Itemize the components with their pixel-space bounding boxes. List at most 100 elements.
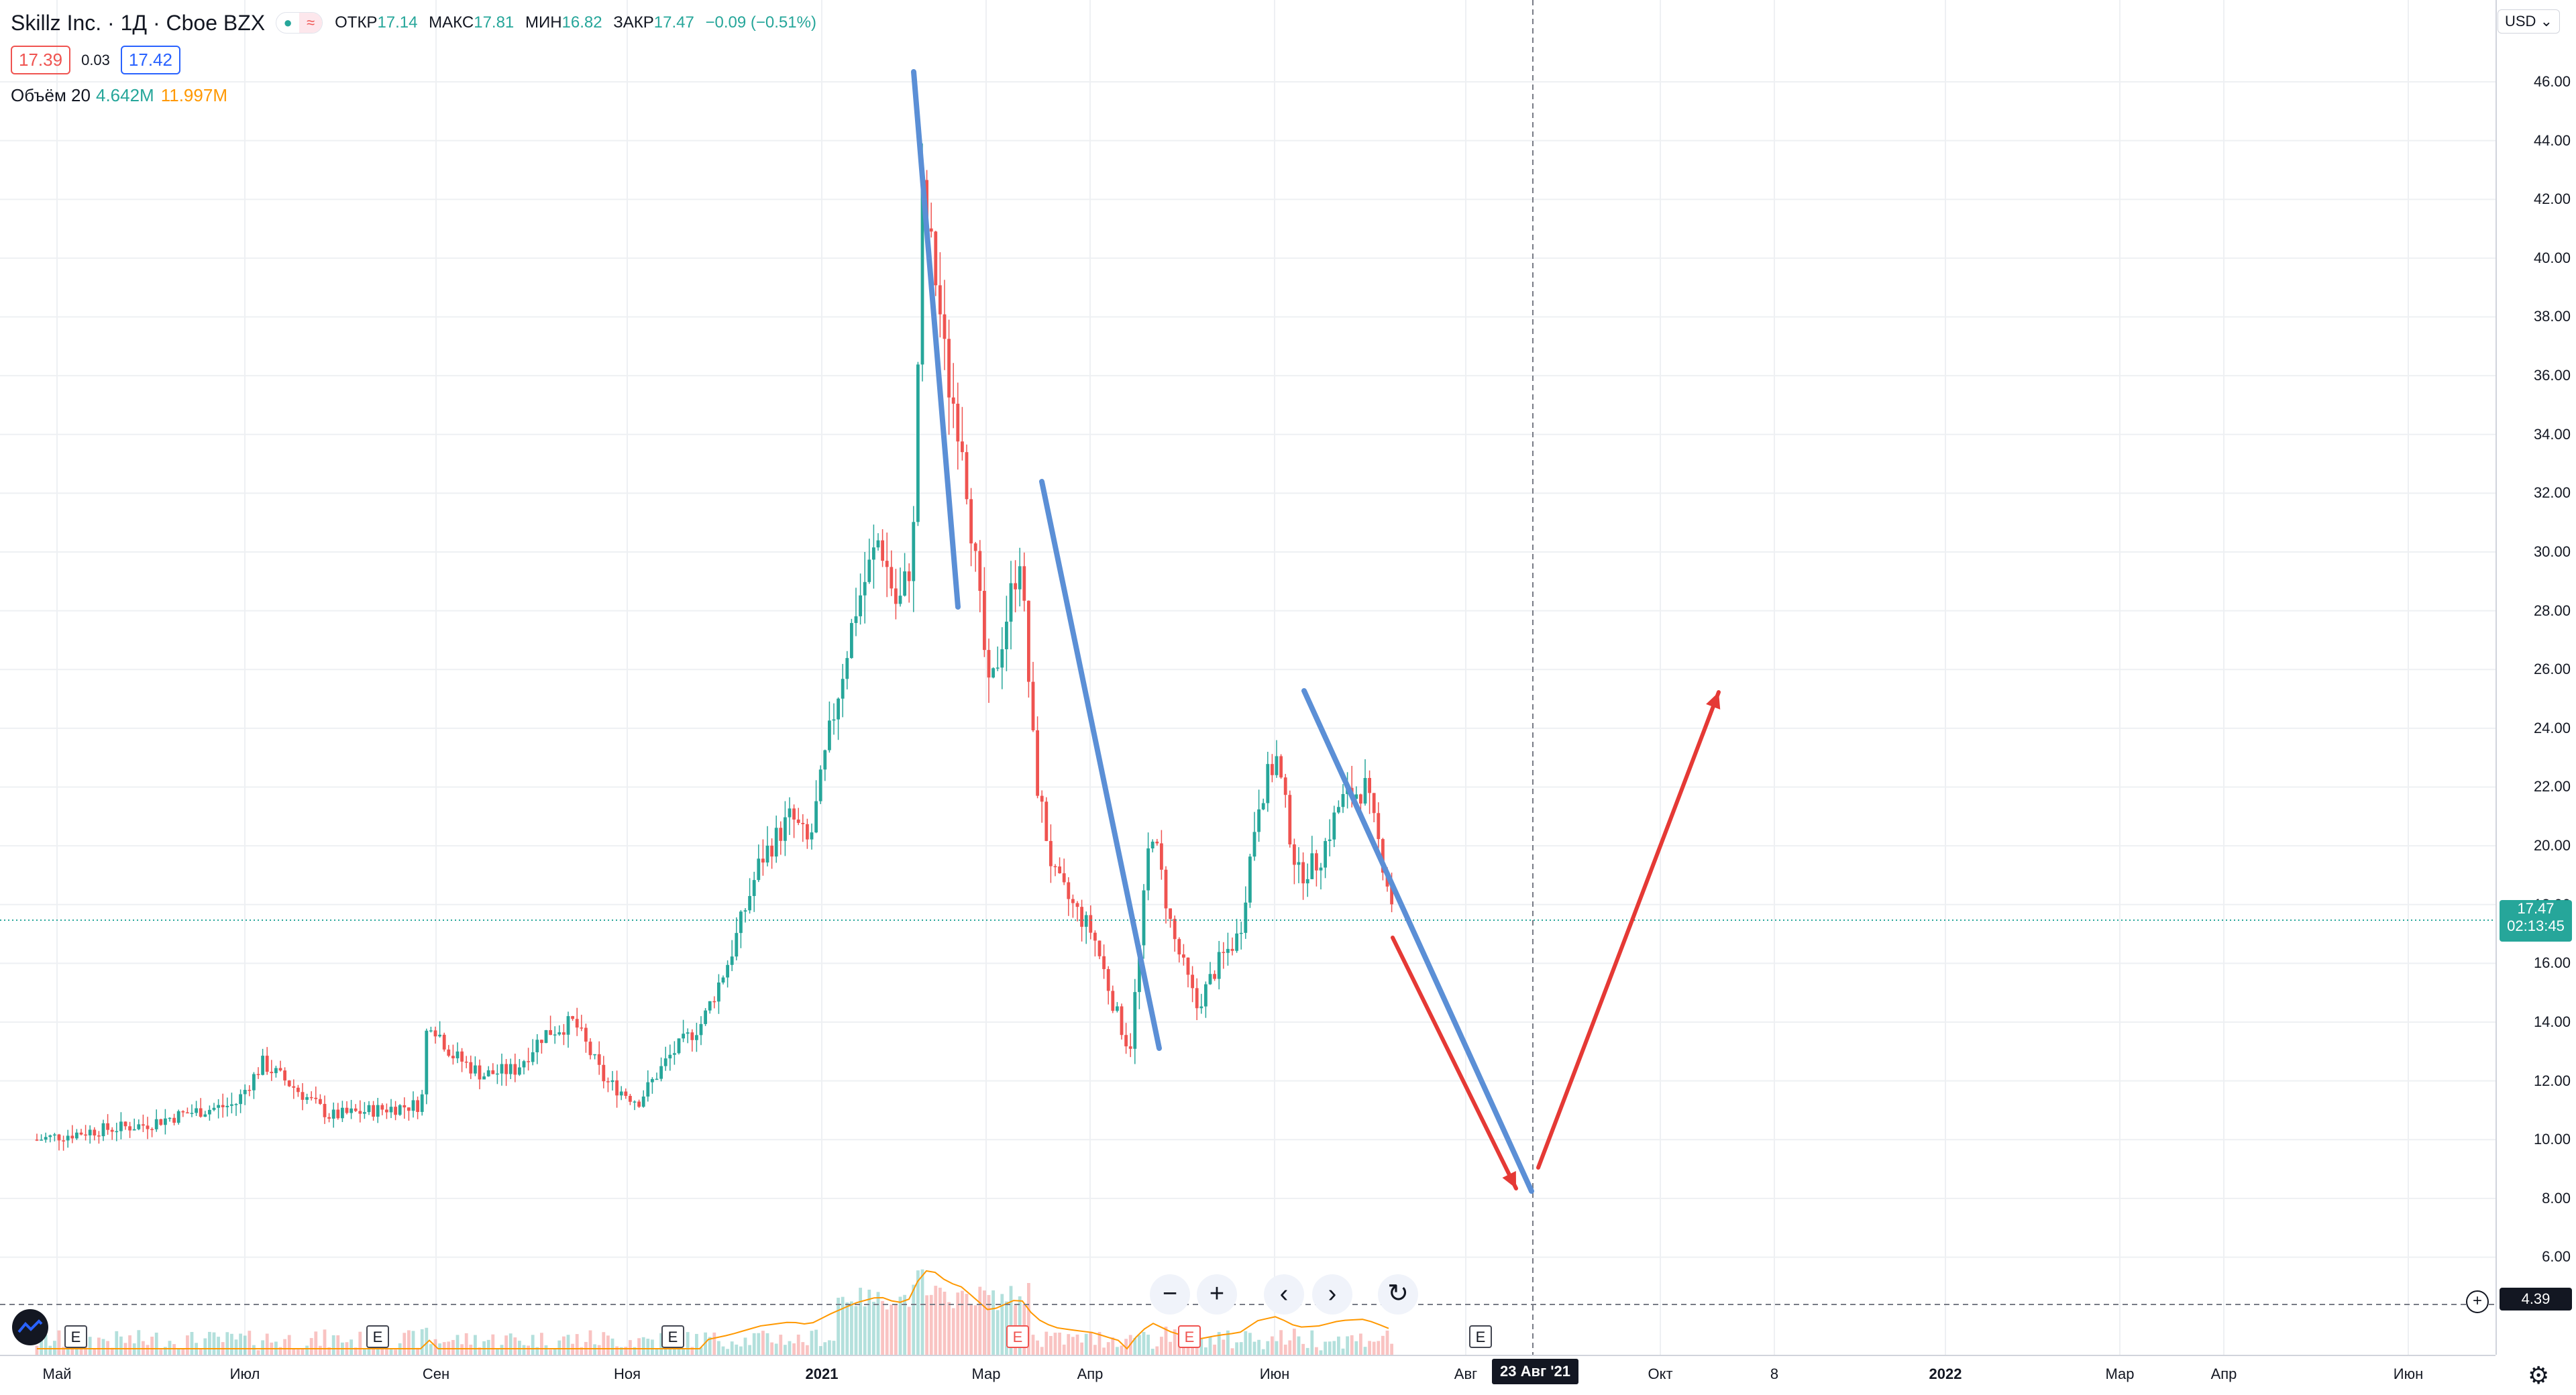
candle-body: [890, 567, 894, 589]
volume-bar: [872, 1302, 875, 1355]
volume-bar: [154, 1333, 158, 1355]
symbol-title[interactable]: Skillz Inc. · 1Д · Cboe BZX: [11, 10, 266, 35]
candle-body: [1049, 840, 1053, 867]
volume-bar: [659, 1333, 663, 1355]
currency-select[interactable]: USD ⌄: [2498, 9, 2560, 34]
volume-bar: [455, 1335, 460, 1355]
volume-bar: [53, 1341, 56, 1355]
time-tick-label: Июл: [229, 1365, 260, 1382]
candle-body: [580, 1027, 584, 1029]
candle-body: [1354, 794, 1358, 799]
candle-body: [916, 364, 920, 522]
candle-body: [1124, 1035, 1128, 1047]
volume-bar: [508, 1333, 513, 1355]
volume-bar: [142, 1341, 145, 1355]
candle-body: [1257, 809, 1260, 832]
candle-body: [929, 228, 933, 232]
earnings-marker[interactable]: E: [366, 1325, 389, 1348]
candle-body: [1089, 915, 1093, 933]
volume-bar: [752, 1333, 756, 1355]
volume-bar: [637, 1338, 641, 1355]
candle-body: [35, 1139, 39, 1141]
candle-body: [305, 1097, 309, 1100]
candle-body: [101, 1123, 105, 1137]
candle-body: [903, 571, 906, 596]
candle-body: [1226, 948, 1230, 953]
chart-area[interactable]: Skillz Inc. · 1Д · Cboe BZX ● ≈ ОТКР17.1…: [0, 0, 2496, 1355]
candle-body: [159, 1119, 163, 1125]
volume-bar: [996, 1310, 1000, 1355]
volume-bar: [823, 1342, 827, 1355]
candle-body: [1009, 583, 1013, 622]
add-alert-icon[interactable]: +: [2466, 1290, 2489, 1313]
volume-bar: [1293, 1329, 1296, 1355]
zoom-out-button[interactable]: −: [1150, 1274, 1190, 1315]
zoom-in-button[interactable]: +: [1197, 1274, 1237, 1315]
candle-body: [748, 896, 751, 911]
volume-bar: [1106, 1342, 1110, 1355]
scroll-right-button[interactable]: ›: [1312, 1274, 1352, 1315]
volume-bar: [1213, 1344, 1216, 1355]
scroll-left-button[interactable]: ‹: [1264, 1274, 1304, 1315]
earnings-marker[interactable]: E: [1006, 1325, 1029, 1348]
volume-bar: [876, 1292, 880, 1355]
buy-button[interactable]: 17.42: [120, 46, 180, 74]
volume-bar: [991, 1290, 995, 1355]
candle-body: [407, 1107, 411, 1111]
volume-bar: [354, 1347, 358, 1355]
volume-bar: [40, 1333, 43, 1355]
earnings-marker[interactable]: E: [1178, 1325, 1201, 1348]
volume-bar: [757, 1333, 761, 1355]
candle-body: [150, 1129, 154, 1131]
sell-button[interactable]: 17.39: [11, 46, 71, 74]
candle-body: [385, 1109, 388, 1113]
candle-body: [1315, 853, 1318, 871]
candle-body: [938, 285, 942, 315]
candle-body: [256, 1074, 260, 1075]
price-tick-label: 24.00: [2533, 719, 2571, 736]
volume-bar: [190, 1332, 194, 1355]
volume-bar: [1288, 1340, 1292, 1355]
candle-body: [796, 819, 800, 823]
volume-legend[interactable]: Объём 20 4.642M 11.997M: [11, 85, 227, 105]
volume-bar: [394, 1349, 397, 1355]
arrow-head: [1706, 692, 1721, 710]
candle-body: [376, 1105, 380, 1117]
candle-body: [540, 1040, 543, 1044]
time-axis[interactable]: Май Июл Сен Ноя 2021 Мар Апр Июн Авг Окт 8 2022 Мар А…: [0, 1355, 2496, 1395]
reset-chart-button[interactable]: ↻: [1378, 1274, 1418, 1315]
volume-bar: [1337, 1336, 1340, 1355]
candle-body: [195, 1108, 198, 1113]
tradingview-logo-icon[interactable]: [12, 1309, 48, 1345]
price-tick-label: 14.00: [2533, 1013, 2571, 1030]
volume-bar: [301, 1349, 305, 1355]
volume-bar: [818, 1346, 822, 1355]
candle-body: [1319, 867, 1323, 871]
candle-body: [610, 1080, 614, 1082]
candle-body: [70, 1135, 74, 1139]
candle-body: [252, 1074, 256, 1091]
candle-body: [867, 559, 871, 582]
status-pill[interactable]: ● ≈: [276, 12, 323, 34]
earnings-marker[interactable]: E: [1469, 1325, 1492, 1348]
price-axis[interactable]: USD ⌄ 46.00 44.00 42.00 40.00 38.00 36.00 34.0…: [2496, 0, 2576, 1355]
candle-body: [575, 1019, 579, 1028]
volume-bar: [735, 1344, 739, 1355]
candle-body: [350, 1108, 353, 1113]
volume-bar: [951, 1308, 955, 1355]
time-tick-label: 2021: [805, 1365, 839, 1382]
price-chart[interactable]: [0, 0, 2496, 1355]
earnings-marker[interactable]: E: [661, 1325, 684, 1348]
volume-bar: [1248, 1333, 1252, 1355]
volume-bar: [1235, 1342, 1238, 1355]
candle-body: [438, 1034, 441, 1037]
candle-body: [801, 822, 805, 824]
gear-icon[interactable]: ⚙: [2528, 1361, 2550, 1389]
candle-body: [1080, 907, 1083, 927]
candle-body: [168, 1117, 172, 1119]
volume-bar: [1040, 1347, 1044, 1355]
candle-body: [823, 750, 827, 770]
earnings-marker[interactable]: E: [64, 1325, 87, 1348]
price-tick-label: 34.00: [2533, 425, 2571, 443]
candle-body: [474, 1065, 477, 1074]
